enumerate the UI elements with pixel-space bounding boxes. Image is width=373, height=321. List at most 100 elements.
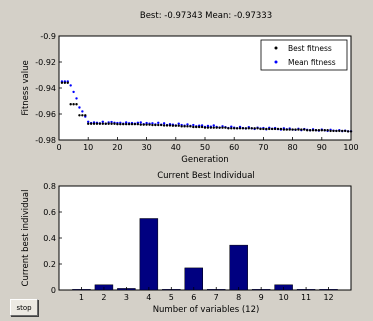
y-tick-label: -0.94	[35, 84, 56, 93]
best-fitness-point	[81, 114, 84, 117]
best-fitness-point	[241, 127, 245, 130]
legend-box	[260, 39, 348, 71]
best-fitness-point	[265, 127, 268, 131]
best-fitness-point	[116, 122, 119, 126]
stop-button[interactable]: stop	[10, 299, 38, 316]
best-fitness-point	[75, 103, 78, 106]
best-fitness-point	[151, 123, 154, 127]
best-fitness-point	[323, 129, 326, 132]
best-fitness-point	[160, 123, 163, 127]
best-fitness-point	[273, 127, 277, 131]
legend-label-best-fitness: Best fitness	[288, 44, 332, 53]
best-fitness-point	[130, 122, 134, 126]
bar-x-tick-label: 3	[124, 293, 129, 302]
best-fitness-point	[338, 129, 341, 133]
best-individual-axes	[58, 185, 352, 291]
best-fitness-point	[177, 124, 180, 127]
best-fitness-point	[168, 124, 172, 127]
mean-fitness-point	[72, 90, 75, 94]
legend: Best fitness Mean fitness	[260, 39, 348, 71]
best-fitness-point	[224, 126, 227, 129]
mean-fitness-point	[110, 120, 113, 124]
best-fitness-point	[329, 129, 332, 133]
best-fitness-point	[92, 122, 96, 125]
best-fitness-point	[247, 127, 250, 130]
bar-x-axis-label: Number of variables (12)	[153, 305, 260, 315]
best-fitness-point	[87, 122, 90, 125]
best-fitness-point	[89, 122, 93, 125]
best-fitness-point	[66, 81, 69, 85]
bar-y-axis-label: Current best individual	[21, 190, 31, 287]
best-fitness-point	[349, 130, 353, 133]
x-tick-label: 0	[56, 143, 61, 152]
best-fitness-point	[320, 129, 323, 132]
best-fitness-point	[84, 114, 87, 117]
best-fitness-point	[341, 129, 344, 133]
mean-fitness-point	[162, 122, 166, 125]
best-fitness-point	[256, 127, 259, 130]
best-fitness-point	[238, 127, 242, 130]
best-fitness-point	[195, 125, 198, 129]
x-tick-label: 60	[229, 143, 239, 152]
best-fitness-point	[288, 128, 291, 131]
best-fitness-point	[311, 129, 315, 132]
best-fitness-point	[133, 122, 137, 126]
mean-fitness-point	[139, 121, 142, 124]
bar-x-tick-label: 11	[301, 293, 311, 302]
best-fitness-point	[122, 122, 125, 126]
y-axis-label: Fitness value	[21, 60, 31, 115]
best-fitness-point	[215, 126, 218, 129]
best-fitness-point	[317, 129, 321, 132]
best-fitness-point	[297, 128, 300, 131]
best-fitness-point	[227, 127, 230, 130]
bar-chart-title: Current Best Individual	[157, 171, 255, 181]
chart-title: Best: -0.97343 Mean: -0.97333	[140, 11, 272, 21]
mean-fitness-point	[75, 97, 78, 100]
best-fitness-point	[212, 126, 215, 129]
x-tick-label: 80	[288, 143, 298, 152]
best-fitness-point	[63, 81, 67, 85]
mean-fitness-point	[206, 124, 210, 128]
mean-fitness-point	[192, 123, 195, 127]
mean-fitness-point	[124, 121, 128, 124]
best-fitness-point	[270, 127, 274, 131]
best-fitness-point	[343, 129, 347, 133]
best-fitness-point	[148, 123, 151, 126]
best-fitness-point	[98, 122, 102, 125]
bar-x-tick-label: 2	[101, 293, 106, 302]
bar-y-tick-label: 0.2	[43, 260, 56, 269]
best-fitness-point	[72, 103, 75, 106]
variable-bar	[139, 218, 159, 291]
best-fitness-point	[253, 127, 256, 130]
best-fitness-point	[157, 123, 160, 127]
best-fitness-point	[235, 127, 239, 130]
mean-fitness-point	[177, 122, 180, 125]
best-fitness-point	[221, 126, 224, 129]
bar-x-tick-label: 9	[259, 293, 264, 302]
bar-x-tick-label: 8	[236, 293, 241, 302]
best-fitness-point	[113, 122, 116, 125]
best-fitness-point	[335, 129, 338, 133]
best-fitness-point	[174, 124, 177, 127]
best-fitness-point	[78, 114, 81, 117]
best-fitness-point	[294, 128, 297, 131]
best-fitness-point	[145, 123, 148, 126]
bar-x-tick-label: 10	[279, 293, 289, 302]
best-fitness-point	[268, 127, 271, 131]
mean-fitness-point	[212, 124, 215, 127]
best-fitness-point	[60, 81, 64, 85]
best-fitness-point	[314, 129, 318, 132]
best-fitness-point	[186, 125, 189, 128]
y-tick-label: -0.92	[35, 58, 56, 67]
best-fitness-point	[300, 128, 303, 131]
best-fitness-point	[171, 124, 175, 127]
y-tick-label: -0.9	[40, 32, 56, 41]
mean-fitness-point	[101, 120, 105, 124]
best-fitness-point	[110, 122, 113, 125]
best-fitness-point	[162, 124, 166, 127]
best-fitness-point	[218, 126, 221, 129]
best-fitness-point	[124, 122, 128, 126]
x-tick-label: 70	[258, 143, 268, 152]
best-fitness-point	[192, 125, 195, 129]
best-fitness-point	[244, 127, 248, 130]
